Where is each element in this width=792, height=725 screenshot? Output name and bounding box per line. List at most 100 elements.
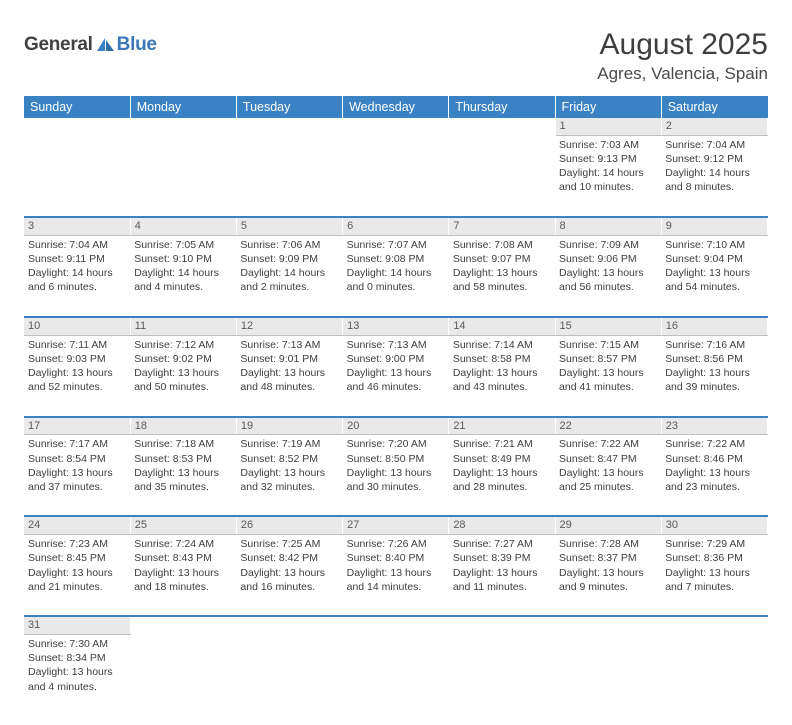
- day-cell-blank: [236, 135, 342, 217]
- sunrise-text: Sunrise: 7:26 AM: [347, 537, 445, 551]
- day-number: 4: [130, 217, 236, 235]
- sunrise-text: Sunrise: 7:27 AM: [453, 537, 551, 551]
- day-number: 30: [661, 516, 767, 534]
- sunset-text: Sunset: 9:12 PM: [665, 152, 763, 166]
- sunset-text: Sunset: 8:53 PM: [134, 452, 232, 466]
- sunset-text: Sunset: 8:54 PM: [28, 452, 126, 466]
- sunset-text: Sunset: 8:47 PM: [559, 452, 657, 466]
- day-number-blank: [343, 616, 449, 634]
- day-content-row: Sunrise: 7:23 AMSunset: 8:45 PMDaylight:…: [24, 535, 768, 617]
- day-cell: Sunrise: 7:18 AMSunset: 8:53 PMDaylight:…: [130, 435, 236, 517]
- daylight-text: Daylight: 13 hours and 52 minutes.: [28, 366, 126, 394]
- sunrise-text: Sunrise: 7:13 AM: [347, 338, 445, 352]
- sunrise-text: Sunrise: 7:13 AM: [240, 338, 338, 352]
- sunrise-text: Sunrise: 7:25 AM: [240, 537, 338, 551]
- day-cell: Sunrise: 7:19 AMSunset: 8:52 PMDaylight:…: [236, 435, 342, 517]
- header: General Blue August 2025 Agres, Valencia…: [24, 28, 768, 84]
- day-number: 24: [24, 516, 130, 534]
- sunrise-text: Sunrise: 7:04 AM: [28, 238, 126, 252]
- daylight-text: Daylight: 13 hours and 16 minutes.: [240, 566, 338, 594]
- day-cell: Sunrise: 7:12 AMSunset: 9:02 PMDaylight:…: [130, 335, 236, 417]
- sunrise-text: Sunrise: 7:08 AM: [453, 238, 551, 252]
- day-cell: Sunrise: 7:25 AMSunset: 8:42 PMDaylight:…: [236, 535, 342, 617]
- day-number: 16: [661, 317, 767, 335]
- daylight-text: Daylight: 14 hours and 4 minutes.: [134, 266, 232, 294]
- sunset-text: Sunset: 8:49 PM: [453, 452, 551, 466]
- weekday-header: Saturday: [661, 96, 767, 118]
- sunset-text: Sunset: 8:52 PM: [240, 452, 338, 466]
- daylight-text: Daylight: 13 hours and 43 minutes.: [453, 366, 551, 394]
- daylight-text: Daylight: 13 hours and 11 minutes.: [453, 566, 551, 594]
- sunset-text: Sunset: 9:07 PM: [453, 252, 551, 266]
- day-number-row: 31: [24, 616, 768, 634]
- day-number-row: 17181920212223: [24, 417, 768, 435]
- day-cell: Sunrise: 7:05 AMSunset: 9:10 PMDaylight:…: [130, 235, 236, 317]
- day-cell-blank: [343, 635, 449, 716]
- day-content-row: Sunrise: 7:30 AMSunset: 8:34 PMDaylight:…: [24, 635, 768, 716]
- day-cell: Sunrise: 7:06 AMSunset: 9:09 PMDaylight:…: [236, 235, 342, 317]
- sunset-text: Sunset: 9:10 PM: [134, 252, 232, 266]
- sunset-text: Sunset: 9:02 PM: [134, 352, 232, 366]
- weekday-header: Thursday: [449, 96, 555, 118]
- day-cell: Sunrise: 7:29 AMSunset: 8:36 PMDaylight:…: [661, 535, 767, 617]
- day-cell-blank: [343, 135, 449, 217]
- sunset-text: Sunset: 8:40 PM: [347, 551, 445, 565]
- day-number: 9: [661, 217, 767, 235]
- calendar-table: SundayMondayTuesdayWednesdayThursdayFrid…: [24, 96, 768, 715]
- sunrise-text: Sunrise: 7:17 AM: [28, 437, 126, 451]
- sunrise-text: Sunrise: 7:16 AM: [665, 338, 763, 352]
- weekday-header-row: SundayMondayTuesdayWednesdayThursdayFrid…: [24, 96, 768, 118]
- daylight-text: Daylight: 13 hours and 9 minutes.: [559, 566, 657, 594]
- daylight-text: Daylight: 13 hours and 58 minutes.: [453, 266, 551, 294]
- daylight-text: Daylight: 13 hours and 48 minutes.: [240, 366, 338, 394]
- day-number: 23: [661, 417, 767, 435]
- daylight-text: Daylight: 13 hours and 7 minutes.: [665, 566, 763, 594]
- day-number-blank: [130, 616, 236, 634]
- sunrise-text: Sunrise: 7:10 AM: [665, 238, 763, 252]
- daylight-text: Daylight: 13 hours and 23 minutes.: [665, 466, 763, 494]
- location-text: Agres, Valencia, Spain: [597, 64, 768, 84]
- day-cell-blank: [661, 635, 767, 716]
- day-number-blank: [449, 616, 555, 634]
- day-content-row: Sunrise: 7:03 AMSunset: 9:13 PMDaylight:…: [24, 135, 768, 217]
- sunrise-text: Sunrise: 7:04 AM: [665, 138, 763, 152]
- day-number-blank: [24, 118, 130, 135]
- day-cell: Sunrise: 7:24 AMSunset: 8:43 PMDaylight:…: [130, 535, 236, 617]
- weekday-header: Sunday: [24, 96, 130, 118]
- day-cell: Sunrise: 7:16 AMSunset: 8:56 PMDaylight:…: [661, 335, 767, 417]
- day-number: 10: [24, 317, 130, 335]
- sunrise-text: Sunrise: 7:20 AM: [347, 437, 445, 451]
- day-number: 3: [24, 217, 130, 235]
- day-content-row: Sunrise: 7:04 AMSunset: 9:11 PMDaylight:…: [24, 235, 768, 317]
- daylight-text: Daylight: 13 hours and 21 minutes.: [28, 566, 126, 594]
- day-number: 14: [449, 317, 555, 335]
- day-cell-blank: [449, 135, 555, 217]
- sunset-text: Sunset: 8:36 PM: [665, 551, 763, 565]
- day-number: 19: [236, 417, 342, 435]
- sunrise-text: Sunrise: 7:22 AM: [559, 437, 657, 451]
- day-cell: Sunrise: 7:27 AMSunset: 8:39 PMDaylight:…: [449, 535, 555, 617]
- day-number: 12: [236, 317, 342, 335]
- day-number-blank: [236, 616, 342, 634]
- day-number: 26: [236, 516, 342, 534]
- month-title: August 2025: [597, 28, 768, 62]
- daylight-text: Daylight: 14 hours and 6 minutes.: [28, 266, 126, 294]
- daylight-text: Daylight: 14 hours and 8 minutes.: [665, 166, 763, 194]
- day-cell-blank: [24, 135, 130, 217]
- day-number: 17: [24, 417, 130, 435]
- sunset-text: Sunset: 8:34 PM: [28, 651, 126, 665]
- day-cell: Sunrise: 7:14 AMSunset: 8:58 PMDaylight:…: [449, 335, 555, 417]
- sunrise-text: Sunrise: 7:19 AM: [240, 437, 338, 451]
- sunrise-text: Sunrise: 7:21 AM: [453, 437, 551, 451]
- sunrise-text: Sunrise: 7:15 AM: [559, 338, 657, 352]
- sunrise-text: Sunrise: 7:03 AM: [559, 138, 657, 152]
- daylight-text: Daylight: 13 hours and 35 minutes.: [134, 466, 232, 494]
- sunset-text: Sunset: 9:01 PM: [240, 352, 338, 366]
- day-cell: Sunrise: 7:13 AMSunset: 9:00 PMDaylight:…: [343, 335, 449, 417]
- day-cell: Sunrise: 7:04 AMSunset: 9:11 PMDaylight:…: [24, 235, 130, 317]
- day-number-blank: [343, 118, 449, 135]
- sunset-text: Sunset: 8:57 PM: [559, 352, 657, 366]
- day-cell-blank: [555, 635, 661, 716]
- day-number: 20: [343, 417, 449, 435]
- weekday-header: Tuesday: [236, 96, 342, 118]
